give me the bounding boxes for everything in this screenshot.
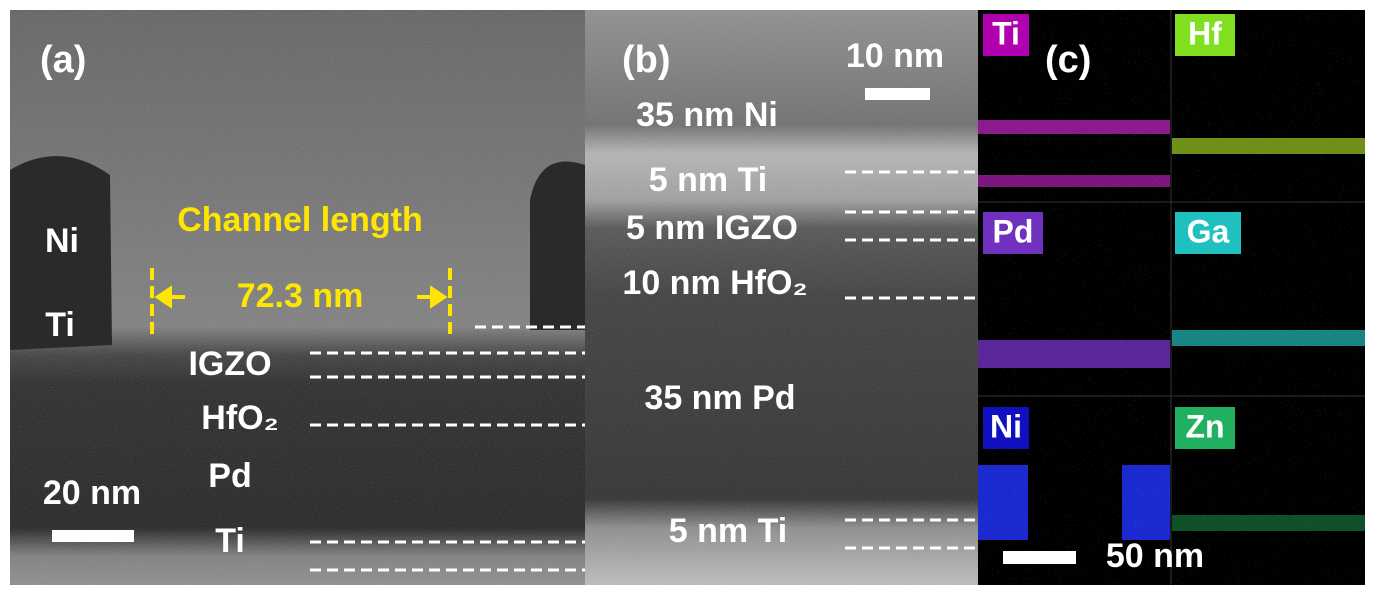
scale-bar-label: 50 nm [1106, 537, 1204, 575]
panel-b: (b) 10 nm 35 nm Ni 5 nm Ti 5 nm IGZO 10 … [585, 10, 978, 585]
layer-label: 10 nm HfO₂ [622, 264, 807, 302]
element-tag: Pd [993, 213, 1034, 249]
element-tag: Hf [1188, 15, 1222, 51]
panel-label: (b) [622, 39, 671, 81]
annotation: Channel length [177, 201, 423, 239]
element-tag: Ti [992, 15, 1020, 51]
element-tag: Ga [1187, 213, 1230, 249]
element-tag: Ni [990, 408, 1022, 444]
layer-label: 5 nm IGZO [626, 209, 798, 247]
panel-label: (a) [40, 39, 86, 81]
panel-a: (a) Channel length 72.3 nm Ni Ti IGZO Hf… [10, 10, 585, 585]
layer-label: Ti [45, 306, 75, 344]
layer-label: Ni [45, 222, 79, 260]
layer-label: Ti [215, 522, 245, 560]
layer-label: HfO₂ [201, 399, 278, 437]
scale-bar-label: 10 nm [846, 37, 944, 75]
annotation: 72.3 nm [237, 277, 364, 315]
panel-label: (c) [1045, 39, 1091, 81]
layer-label: 35 nm Ni [636, 96, 778, 134]
scale-bar-label: 20 nm [43, 474, 141, 512]
layer-label: IGZO [188, 345, 271, 383]
panel-c: Ti Hf Pd Ga Ni Zn (c) 50 nm [978, 10, 1365, 585]
layer-label: 35 nm Pd [644, 379, 795, 417]
layer-label: Pd [208, 457, 251, 495]
layer-label: 5 nm Ti [669, 512, 787, 550]
element-tag: Zn [1185, 408, 1224, 444]
layer-label: 5 nm Ti [649, 161, 767, 199]
